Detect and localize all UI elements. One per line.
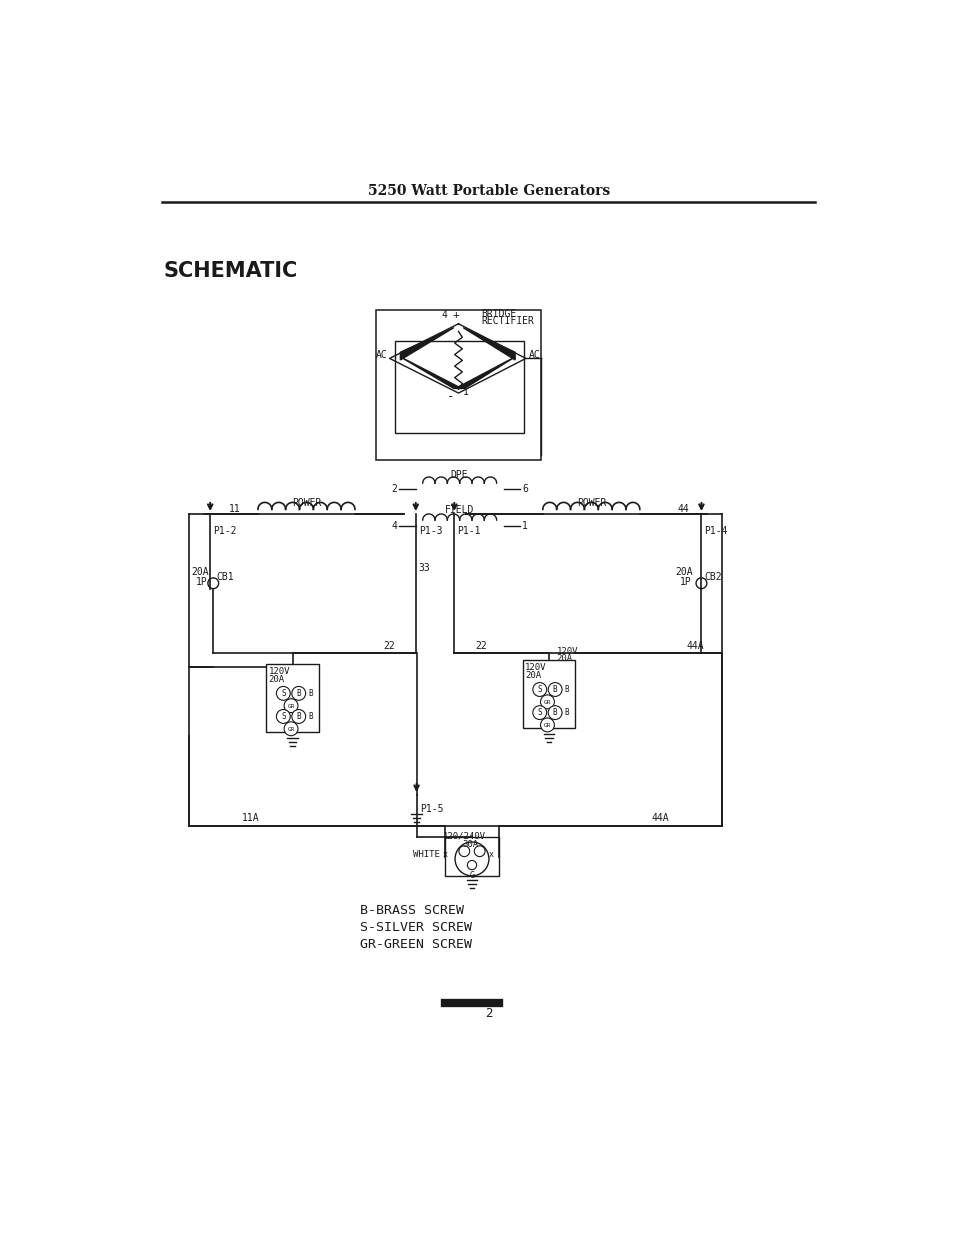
Bar: [266, 664, 318, 732]
Circle shape: [292, 710, 305, 724]
Text: S-SILVER SCREW: S-SILVER SCREW: [360, 921, 472, 934]
Text: G: G: [469, 872, 474, 881]
Text: 1: 1: [521, 521, 527, 531]
Text: 120/240V: 120/240V: [442, 831, 485, 840]
Text: AC: AC: [375, 351, 388, 361]
Text: 20A: 20A: [524, 671, 540, 680]
Text: 44A: 44A: [651, 813, 669, 823]
Text: 11: 11: [229, 504, 240, 514]
Text: 11A: 11A: [241, 813, 259, 823]
Text: BRIDGE: BRIDGE: [481, 309, 517, 319]
Circle shape: [548, 705, 561, 720]
Text: P1-4: P1-4: [703, 526, 727, 536]
Polygon shape: [400, 357, 461, 389]
Text: 30A: 30A: [462, 840, 478, 848]
Text: POWER: POWER: [292, 498, 321, 508]
Circle shape: [284, 721, 297, 736]
Text: 120V: 120V: [269, 667, 290, 677]
Text: 20A: 20A: [192, 567, 209, 578]
Text: 1: 1: [462, 387, 469, 396]
Text: B: B: [552, 685, 557, 694]
Text: 5250 Watt Portable Generators: 5250 Watt Portable Generators: [368, 184, 609, 198]
Text: GR: GR: [287, 704, 294, 709]
Text: 20A: 20A: [269, 676, 285, 684]
Text: 4: 4: [391, 521, 396, 531]
Text: S: S: [281, 689, 285, 698]
Text: GR-GREEN SCREW: GR-GREEN SCREW: [360, 937, 472, 951]
Text: 4: 4: [441, 310, 447, 320]
Text: WHITE: WHITE: [413, 850, 439, 858]
Circle shape: [276, 687, 290, 700]
Text: 22: 22: [475, 641, 487, 651]
Bar: [444, 837, 498, 876]
Text: CB1: CB1: [216, 572, 233, 582]
Circle shape: [696, 578, 706, 589]
Text: 6: 6: [521, 484, 527, 494]
Text: S: S: [537, 708, 541, 718]
Text: B: B: [296, 689, 301, 698]
Text: S: S: [281, 711, 285, 721]
Circle shape: [474, 846, 484, 857]
Circle shape: [276, 710, 290, 724]
Text: 2: 2: [485, 1008, 492, 1020]
Text: S: S: [537, 685, 541, 694]
Text: B: B: [552, 708, 557, 718]
Bar: [522, 661, 575, 727]
Circle shape: [540, 695, 554, 709]
Text: RECTIFIER: RECTIFIER: [481, 316, 534, 326]
Circle shape: [458, 846, 469, 857]
Text: B: B: [564, 708, 568, 718]
Text: P1-1: P1-1: [456, 526, 480, 536]
Circle shape: [533, 683, 546, 697]
Text: GR: GR: [543, 700, 551, 705]
Text: B: B: [308, 711, 313, 721]
Circle shape: [548, 683, 561, 697]
Polygon shape: [455, 357, 515, 389]
Text: P1-2: P1-2: [213, 526, 236, 536]
Circle shape: [208, 578, 218, 589]
Text: 2: 2: [391, 484, 396, 494]
Text: 20A: 20A: [557, 655, 572, 663]
Circle shape: [533, 705, 546, 720]
Polygon shape: [462, 327, 515, 359]
Text: 120V: 120V: [557, 646, 578, 656]
Text: B: B: [308, 689, 313, 698]
Text: AC: AC: [528, 351, 540, 361]
Bar: [395, 341, 524, 433]
Circle shape: [284, 699, 297, 713]
Circle shape: [540, 718, 554, 732]
Text: -: -: [447, 389, 454, 403]
Circle shape: [292, 687, 305, 700]
Text: P1-3: P1-3: [418, 526, 442, 536]
Text: SCHEMATIC: SCHEMATIC: [164, 262, 298, 282]
Text: GR: GR: [287, 727, 294, 732]
Text: B: B: [564, 685, 568, 694]
Circle shape: [455, 842, 488, 876]
Text: B: B: [296, 711, 301, 721]
Text: 44A: 44A: [686, 641, 703, 651]
Text: 33: 33: [418, 563, 430, 573]
Text: CB2: CB2: [703, 572, 721, 582]
Circle shape: [467, 861, 476, 869]
Text: 22: 22: [382, 641, 395, 651]
Text: x: x: [442, 850, 447, 858]
Polygon shape: [400, 327, 454, 359]
Text: 44: 44: [678, 504, 689, 514]
Text: POWER: POWER: [576, 498, 605, 508]
Text: GR: GR: [543, 724, 551, 729]
Text: +: +: [452, 310, 458, 320]
Text: DPE: DPE: [451, 471, 468, 480]
Text: 20A: 20A: [675, 567, 692, 578]
Text: P1-5: P1-5: [420, 804, 443, 814]
Text: FIELD: FIELD: [444, 505, 474, 515]
Text: 120V: 120V: [524, 663, 546, 672]
Text: 1P: 1P: [196, 577, 208, 587]
Text: 1P: 1P: [679, 577, 691, 587]
Bar: [375, 310, 540, 461]
Text: x: x: [488, 850, 494, 858]
Text: B-BRASS SCREW: B-BRASS SCREW: [360, 904, 464, 918]
